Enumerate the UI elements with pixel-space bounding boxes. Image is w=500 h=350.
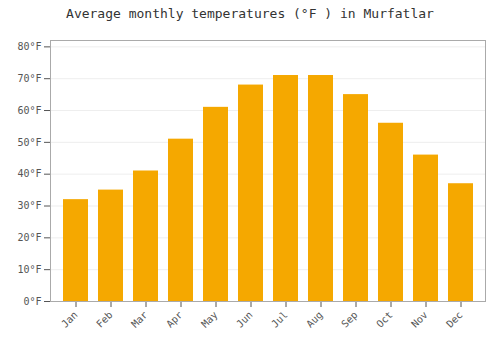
svg-text:80°F: 80°F — [17, 41, 41, 52]
svg-text:Feb: Feb — [94, 309, 115, 330]
svg-text:Apr: Apr — [164, 309, 185, 330]
svg-text:Dec: Dec — [444, 309, 465, 330]
html-text:Average monthly temperatures (: Average monthly temperatures (°F ) in Mu… — [66, 6, 434, 21]
svg-text:50°F: 50°F — [17, 137, 41, 148]
svg-text:Oct: Oct — [374, 309, 395, 330]
svg-text:May: May — [199, 309, 220, 330]
svg-text:Jul: Jul — [269, 309, 290, 330]
svg-text:Jan: Jan — [59, 309, 80, 330]
svg-text:30°F: 30°F — [17, 200, 41, 211]
svg-text:Sep: Sep — [339, 309, 360, 330]
svg-text:20°F: 20°F — [17, 232, 41, 243]
svg-text:70°F: 70°F — [17, 73, 41, 84]
svg-text:Aug: Aug — [304, 309, 325, 330]
svg-text:Nov: Nov — [409, 309, 430, 330]
svg-text:40°F: 40°F — [17, 168, 41, 179]
svg-text:Jun: Jun — [234, 309, 255, 330]
svg-text:Mar: Mar — [129, 309, 150, 330]
svg-text:60°F: 60°F — [17, 105, 41, 116]
svg-text:0°F: 0°F — [23, 296, 41, 307]
svg-text:10°F: 10°F — [17, 264, 41, 275]
